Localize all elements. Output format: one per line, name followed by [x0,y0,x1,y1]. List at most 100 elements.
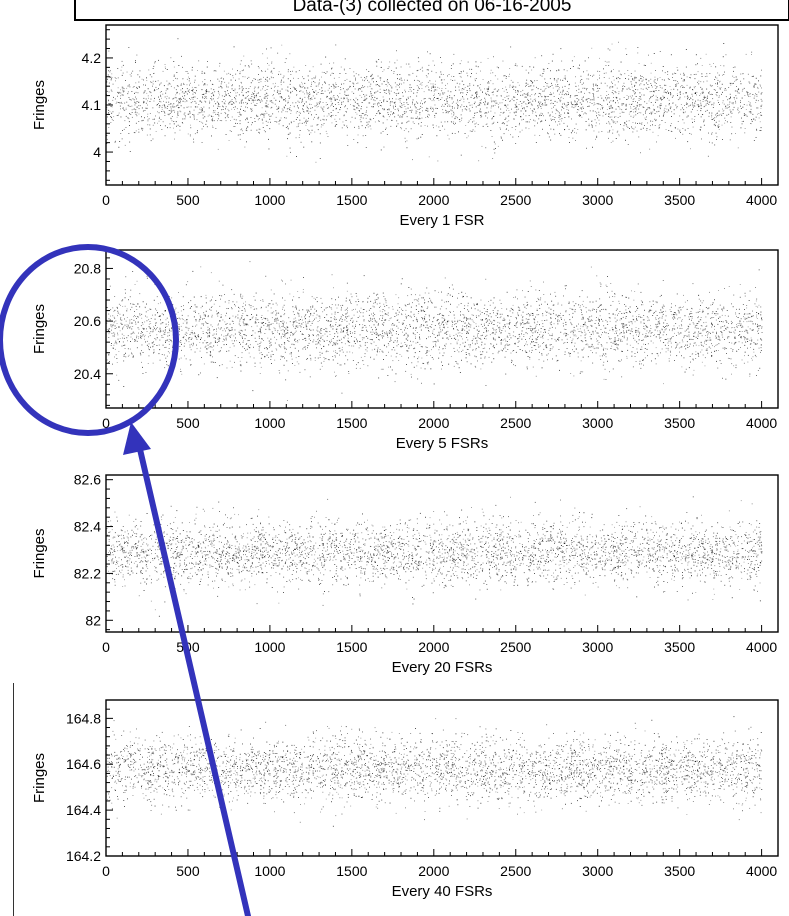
data-point [727,336,729,338]
data-point [257,331,259,333]
data-point [688,105,690,107]
data-point [286,108,288,110]
data-point [363,94,364,95]
data-point [149,124,151,126]
data-point [371,78,373,79]
data-point [390,331,391,333]
data-point [651,86,653,88]
data-point [663,114,664,116]
data-point [728,106,730,108]
data-point [722,110,724,112]
data-point [490,80,492,82]
data-point [485,92,487,94]
data-point [263,76,264,78]
data-point [474,308,476,310]
data-point [305,314,307,315]
data-point [290,105,291,106]
data-point [612,107,614,109]
data-point [299,85,301,87]
data-point [639,333,640,334]
data-point [242,130,243,132]
data-point [606,85,608,87]
data-point [502,99,504,101]
data-point [320,63,322,65]
data-point [642,127,644,129]
data-point [294,327,296,329]
data-point [179,93,181,95]
data-point [399,115,401,117]
data-point [447,121,449,123]
data-point [530,314,532,316]
data-point [549,124,550,126]
data-point [530,80,532,81]
data-point [264,113,266,115]
data-point [520,116,522,118]
data-point [289,132,291,134]
data-point [399,101,401,103]
data-point [595,125,597,127]
data-point [646,82,647,84]
data-point [538,101,540,103]
data-point [401,346,402,348]
data-point [346,318,347,319]
data-point [492,310,494,311]
data-point [202,97,204,99]
data-point [680,324,682,325]
data-point [673,109,675,111]
data-point [235,99,237,101]
data-point [683,72,685,74]
data-point [242,88,244,89]
data-point [405,141,406,143]
data-point [267,63,268,64]
data-point [525,127,527,129]
data-point [319,158,321,159]
data-point [212,120,213,122]
data-point [716,112,718,114]
data-point [658,125,660,127]
data-point [492,83,494,85]
data-point [660,97,662,98]
data-point [391,119,393,121]
data-point [483,102,484,103]
data-point [293,105,295,107]
data-point [453,76,455,77]
data-point [647,107,649,109]
data-point [379,100,381,101]
data-point [106,94,107,95]
data-point [383,69,385,71]
data-point [177,113,179,115]
data-point [664,72,666,74]
data-point [178,358,180,360]
data-point [121,88,123,90]
data-point [270,71,272,73]
data-point [619,78,621,80]
data-point [665,92,667,93]
data-point [479,87,481,89]
data-point [402,114,404,115]
data-point [581,111,583,112]
data-point [231,88,233,90]
data-point [111,73,113,75]
data-point [505,129,507,130]
data-point [751,119,752,121]
data-point [551,338,553,340]
data-point [129,74,131,76]
data-point [375,60,377,62]
data-point [670,54,672,56]
data-point [214,329,215,330]
data-point [650,335,652,337]
data-point [206,90,208,92]
data-point [695,54,697,56]
data-point [129,125,130,126]
data-point [189,344,191,346]
data-point [532,314,534,316]
data-point [753,118,755,120]
data-point [579,115,581,117]
data-point [143,91,145,93]
data-point [667,71,669,73]
data-point [240,114,242,116]
data-point [276,105,277,107]
data-point [501,308,503,309]
data-point [579,64,580,66]
data-point [288,123,290,125]
